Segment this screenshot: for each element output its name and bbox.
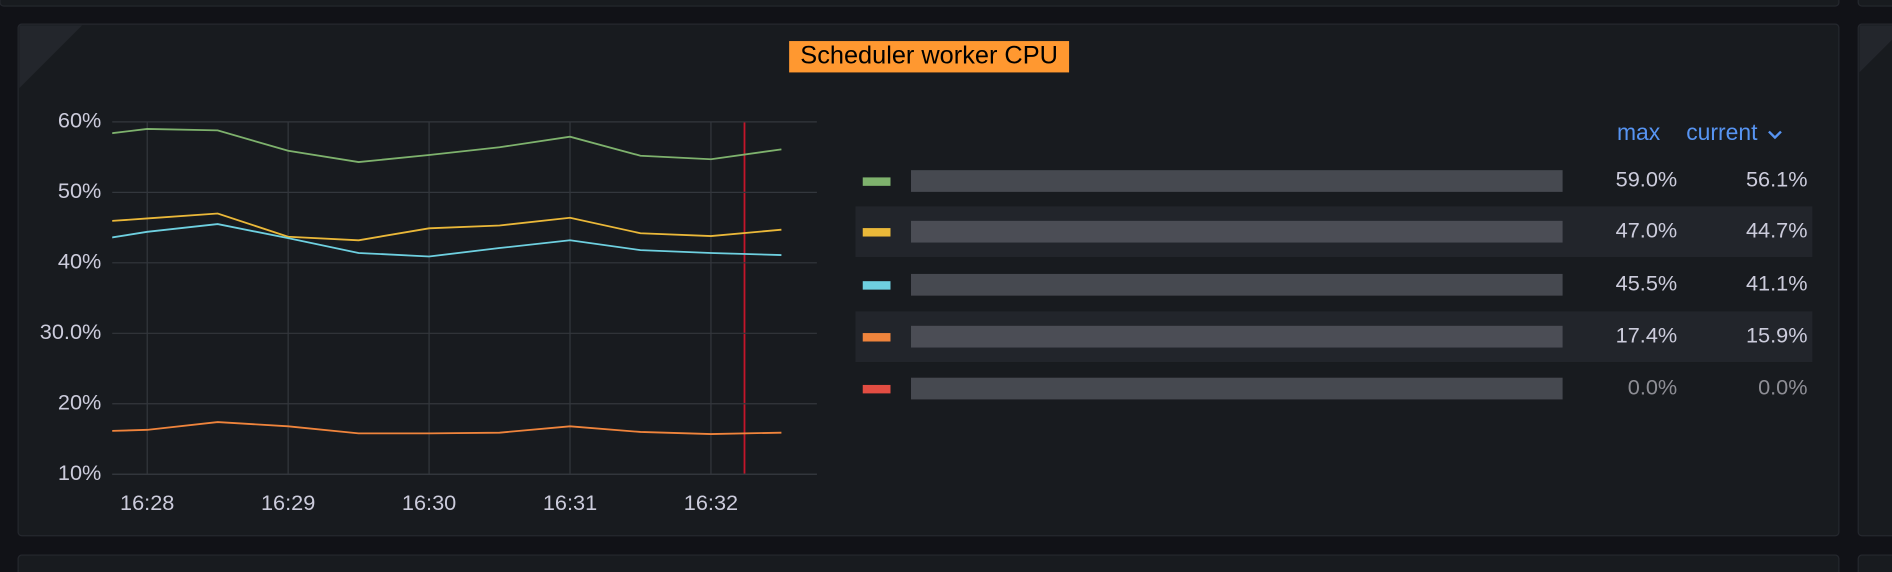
sort-icon[interactable] (1768, 130, 1782, 140)
info-corner[interactable] (1859, 25, 1892, 73)
legend-name-redacted (911, 377, 1563, 400)
legend-name-redacted (911, 220, 1563, 243)
chart-layer: 10% 20% 30.0% 40% 50% 60% 16:28 16:29 16:30 16:31… (40, 108, 1813, 515)
series-line (112, 421, 782, 435)
x-tick-label: 16:31 (543, 490, 597, 515)
y-tick-label: 40% (58, 249, 101, 274)
series-line (112, 223, 782, 258)
legend-value: 41.1% (1746, 271, 1808, 296)
y-tick-label: 20% (58, 390, 101, 415)
title-highlight (789, 41, 1070, 73)
x-tick-label: 16:30 (402, 490, 456, 515)
series-line (112, 128, 782, 163)
series-line (112, 212, 782, 242)
y-tick-label: 50% (58, 178, 101, 203)
legend-header[interactable]: current (1686, 119, 1758, 145)
legend-value: 17.4% (1616, 322, 1678, 347)
panel-below (17, 554, 1840, 572)
legend-header[interactable]: max (1617, 119, 1661, 145)
y-tick-label: 60% (58, 108, 101, 133)
panel-above (0, 0, 1840, 7)
panel-below-right (1857, 554, 1892, 572)
x-tick-label: 16:29 (261, 490, 315, 515)
legend-value: 0.0% (1628, 374, 1677, 399)
legend-value: 59.0% (1616, 167, 1678, 192)
x-tick-label: 16:32 (684, 490, 738, 515)
panel-above-right (1857, 0, 1892, 7)
x-tick-label: 16:28 (120, 490, 174, 515)
y-tick-label: 30.0% (40, 319, 102, 344)
y-tick-label: 10% (58, 460, 101, 485)
legend-value: 56.1% (1746, 167, 1808, 192)
legend-value: 15.9% (1746, 322, 1808, 347)
panel-right (1857, 23, 1892, 537)
legend-swatch (862, 281, 891, 290)
legend-swatch (862, 228, 891, 237)
legend-name-redacted (911, 170, 1563, 192)
legend-value: 45.5% (1616, 271, 1678, 296)
legend-swatch (862, 384, 891, 394)
legend-name-redacted (911, 325, 1563, 348)
legend-swatch (862, 177, 891, 186)
legend-value: 0.0% (1758, 374, 1807, 399)
legend-value: 47.0% (1616, 217, 1678, 242)
panel-title: Scheduler worker CPU (800, 41, 1058, 69)
legend-swatch (862, 333, 891, 342)
legend-name-redacted (911, 273, 1563, 296)
info-corner[interactable] (19, 25, 83, 89)
legend-value: 44.7% (1746, 217, 1808, 242)
